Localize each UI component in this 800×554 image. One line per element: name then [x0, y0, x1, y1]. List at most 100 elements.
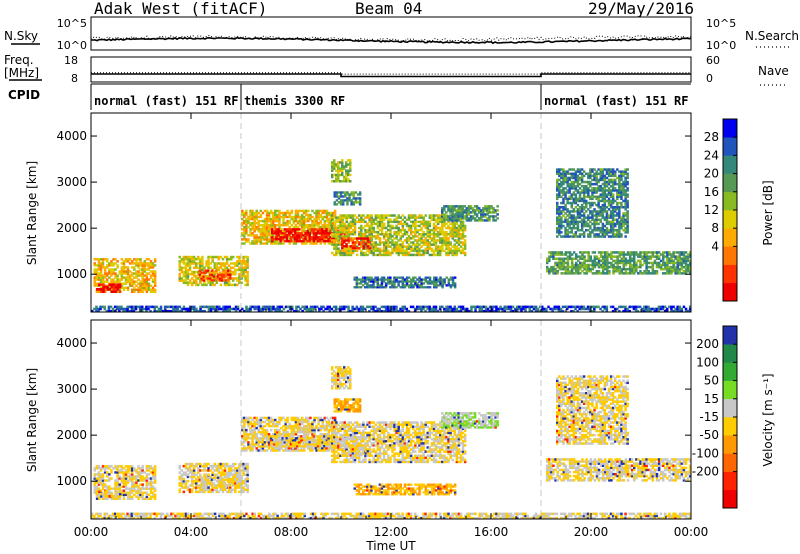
echo-cell: [439, 218, 442, 221]
echo-cell: [370, 276, 373, 279]
echo-cell: [312, 230, 316, 233]
echo-cell: [347, 214, 351, 217]
echo-cell: [618, 253, 621, 256]
echo-cell: [558, 233, 561, 236]
echo-cell: [601, 270, 605, 273]
echo-cell: [548, 259, 551, 263]
echo-cell: [251, 213, 254, 217]
echo-cell: [253, 224, 256, 227]
echo-cell: [416, 253, 419, 257]
echo-cell: [581, 255, 584, 258]
echo-cell: [120, 262, 124, 265]
echo-cell: [391, 251, 394, 255]
echo-cell: [347, 180, 350, 183]
echo-cell: [370, 249, 373, 253]
echo-cell: [591, 263, 595, 267]
echo-cell: [343, 249, 346, 253]
echo-cell: [141, 290, 144, 294]
echo-cell: [680, 267, 684, 271]
echo-cell: [337, 249, 340, 253]
echo-cell: [251, 234, 254, 237]
echo-cell: [238, 260, 241, 263]
echo-cell: [118, 288, 121, 292]
echo-cell: [443, 222, 446, 226]
echo-cell: [657, 263, 661, 267]
echo-cell: [372, 218, 375, 221]
echo-cell: [416, 241, 419, 244]
echo-cell: [133, 288, 136, 292]
echo-cell: [211, 275, 214, 278]
echo-cell: [218, 271, 222, 274]
echo-cell: [439, 245, 442, 248]
echo-cell: [226, 271, 230, 274]
echo-cell: [218, 277, 222, 280]
echo-cell: [309, 213, 312, 217]
echo-cell: [622, 263, 626, 267]
echo-cell: [380, 218, 384, 221]
echo-cell: [451, 282, 455, 285]
noise-panel-frame: [90, 16, 692, 51]
echo-cell: [397, 239, 400, 242]
echo-cell: [108, 276, 111, 279]
echo-cell: [353, 286, 356, 289]
echo-cell: [459, 217, 462, 220]
echo-cell: [339, 193, 343, 196]
echo-cell: [397, 230, 400, 234]
echo-cell: [626, 267, 630, 271]
echo-cell: [321, 226, 324, 229]
echo-cell: [366, 230, 369, 234]
echo-cell: [426, 251, 429, 255]
echo-cell: [259, 240, 263, 243]
echo-cell: [232, 283, 235, 287]
echo-cell: [453, 228, 456, 232]
echo-cell: [453, 251, 456, 255]
echo-cell: [337, 173, 340, 177]
echo-cell: [122, 260, 126, 263]
echo-cell: [558, 174, 561, 178]
echo-cell: [461, 249, 465, 253]
echo-cell: [224, 269, 228, 272]
echo-cell: [331, 161, 334, 164]
echo-cell: [422, 224, 425, 228]
echo-cell: [401, 253, 405, 257]
echo-cell: [461, 226, 465, 230]
echo-cell: [298, 217, 302, 221]
echo-cell: [664, 251, 667, 254]
echo-cell: [439, 220, 442, 224]
echo-cell: [401, 276, 405, 279]
echo-cell: [467, 205, 471, 208]
echo-cell: [145, 262, 149, 265]
echo-cell: [243, 228, 246, 231]
echo-cell: [441, 220, 444, 224]
echo-cell: [382, 224, 386, 228]
echo-cell: [395, 305, 398, 309]
echo-cell: [139, 258, 142, 261]
echo-cell: [97, 276, 101, 279]
echo-cell: [601, 265, 605, 269]
echo-cell: [300, 213, 304, 217]
echo-cell: [428, 220, 432, 224]
echo-cell: [430, 228, 434, 232]
echo-cell: [135, 274, 138, 277]
echo-cell: [587, 263, 590, 267]
echo-cell: [556, 168, 559, 171]
echo-cell: [426, 276, 430, 279]
echo-cell: [232, 255, 235, 259]
echo-cell: [364, 235, 367, 238]
echo-cell: [445, 276, 448, 279]
echo-cell: [339, 201, 343, 204]
echo-cell: [558, 218, 561, 221]
echo-cell: [676, 263, 679, 267]
echo-cell: [180, 268, 184, 272]
echo-cell: [221, 257, 225, 261]
echo-cell: [403, 278, 407, 281]
echo-cell: [300, 215, 304, 219]
echo-cell: [670, 267, 673, 271]
echo-cell: [341, 222, 344, 226]
echo-cell: [106, 266, 109, 269]
echo-cell: [556, 208, 559, 211]
echo-cell: [433, 278, 436, 281]
echo-cell: [610, 261, 613, 265]
echo-cell: [430, 239, 434, 242]
echo-cell: [467, 219, 471, 222]
